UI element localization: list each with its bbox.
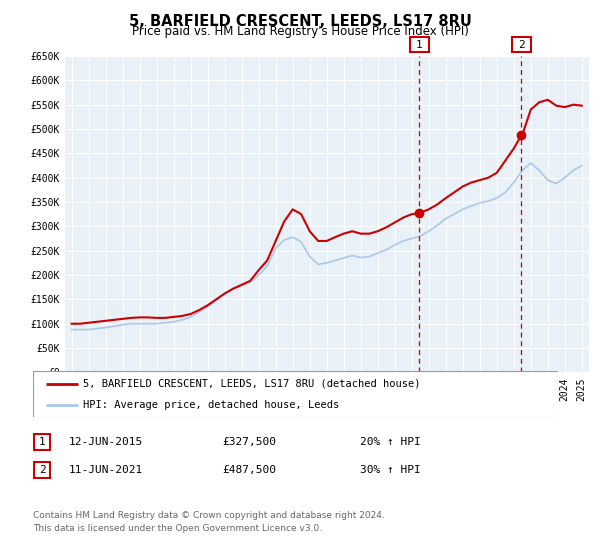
Text: 20% ↑ HPI: 20% ↑ HPI — [360, 437, 421, 447]
Text: £487,500: £487,500 — [222, 465, 276, 475]
Text: 1: 1 — [416, 40, 423, 50]
Text: Price paid vs. HM Land Registry's House Price Index (HPI): Price paid vs. HM Land Registry's House … — [131, 25, 469, 38]
Text: Contains HM Land Registry data © Crown copyright and database right 2024.: Contains HM Land Registry data © Crown c… — [33, 511, 385, 520]
Text: 30% ↑ HPI: 30% ↑ HPI — [360, 465, 421, 475]
Text: £327,500: £327,500 — [222, 437, 276, 447]
Text: 5, BARFIELD CRESCENT, LEEDS, LS17 8RU (detached house): 5, BARFIELD CRESCENT, LEEDS, LS17 8RU (d… — [83, 379, 421, 389]
Text: This data is licensed under the Open Government Licence v3.0.: This data is licensed under the Open Gov… — [33, 524, 322, 533]
Text: 11-JUN-2021: 11-JUN-2021 — [69, 465, 143, 475]
Text: 12-JUN-2015: 12-JUN-2015 — [69, 437, 143, 447]
FancyBboxPatch shape — [512, 37, 531, 53]
Text: HPI: Average price, detached house, Leeds: HPI: Average price, detached house, Leed… — [83, 400, 339, 410]
Text: 5, BARFIELD CRESCENT, LEEDS, LS17 8RU: 5, BARFIELD CRESCENT, LEEDS, LS17 8RU — [128, 14, 472, 29]
Text: 1: 1 — [38, 437, 46, 447]
Text: 2: 2 — [518, 40, 525, 50]
FancyBboxPatch shape — [410, 37, 429, 53]
Text: 2: 2 — [38, 465, 46, 475]
